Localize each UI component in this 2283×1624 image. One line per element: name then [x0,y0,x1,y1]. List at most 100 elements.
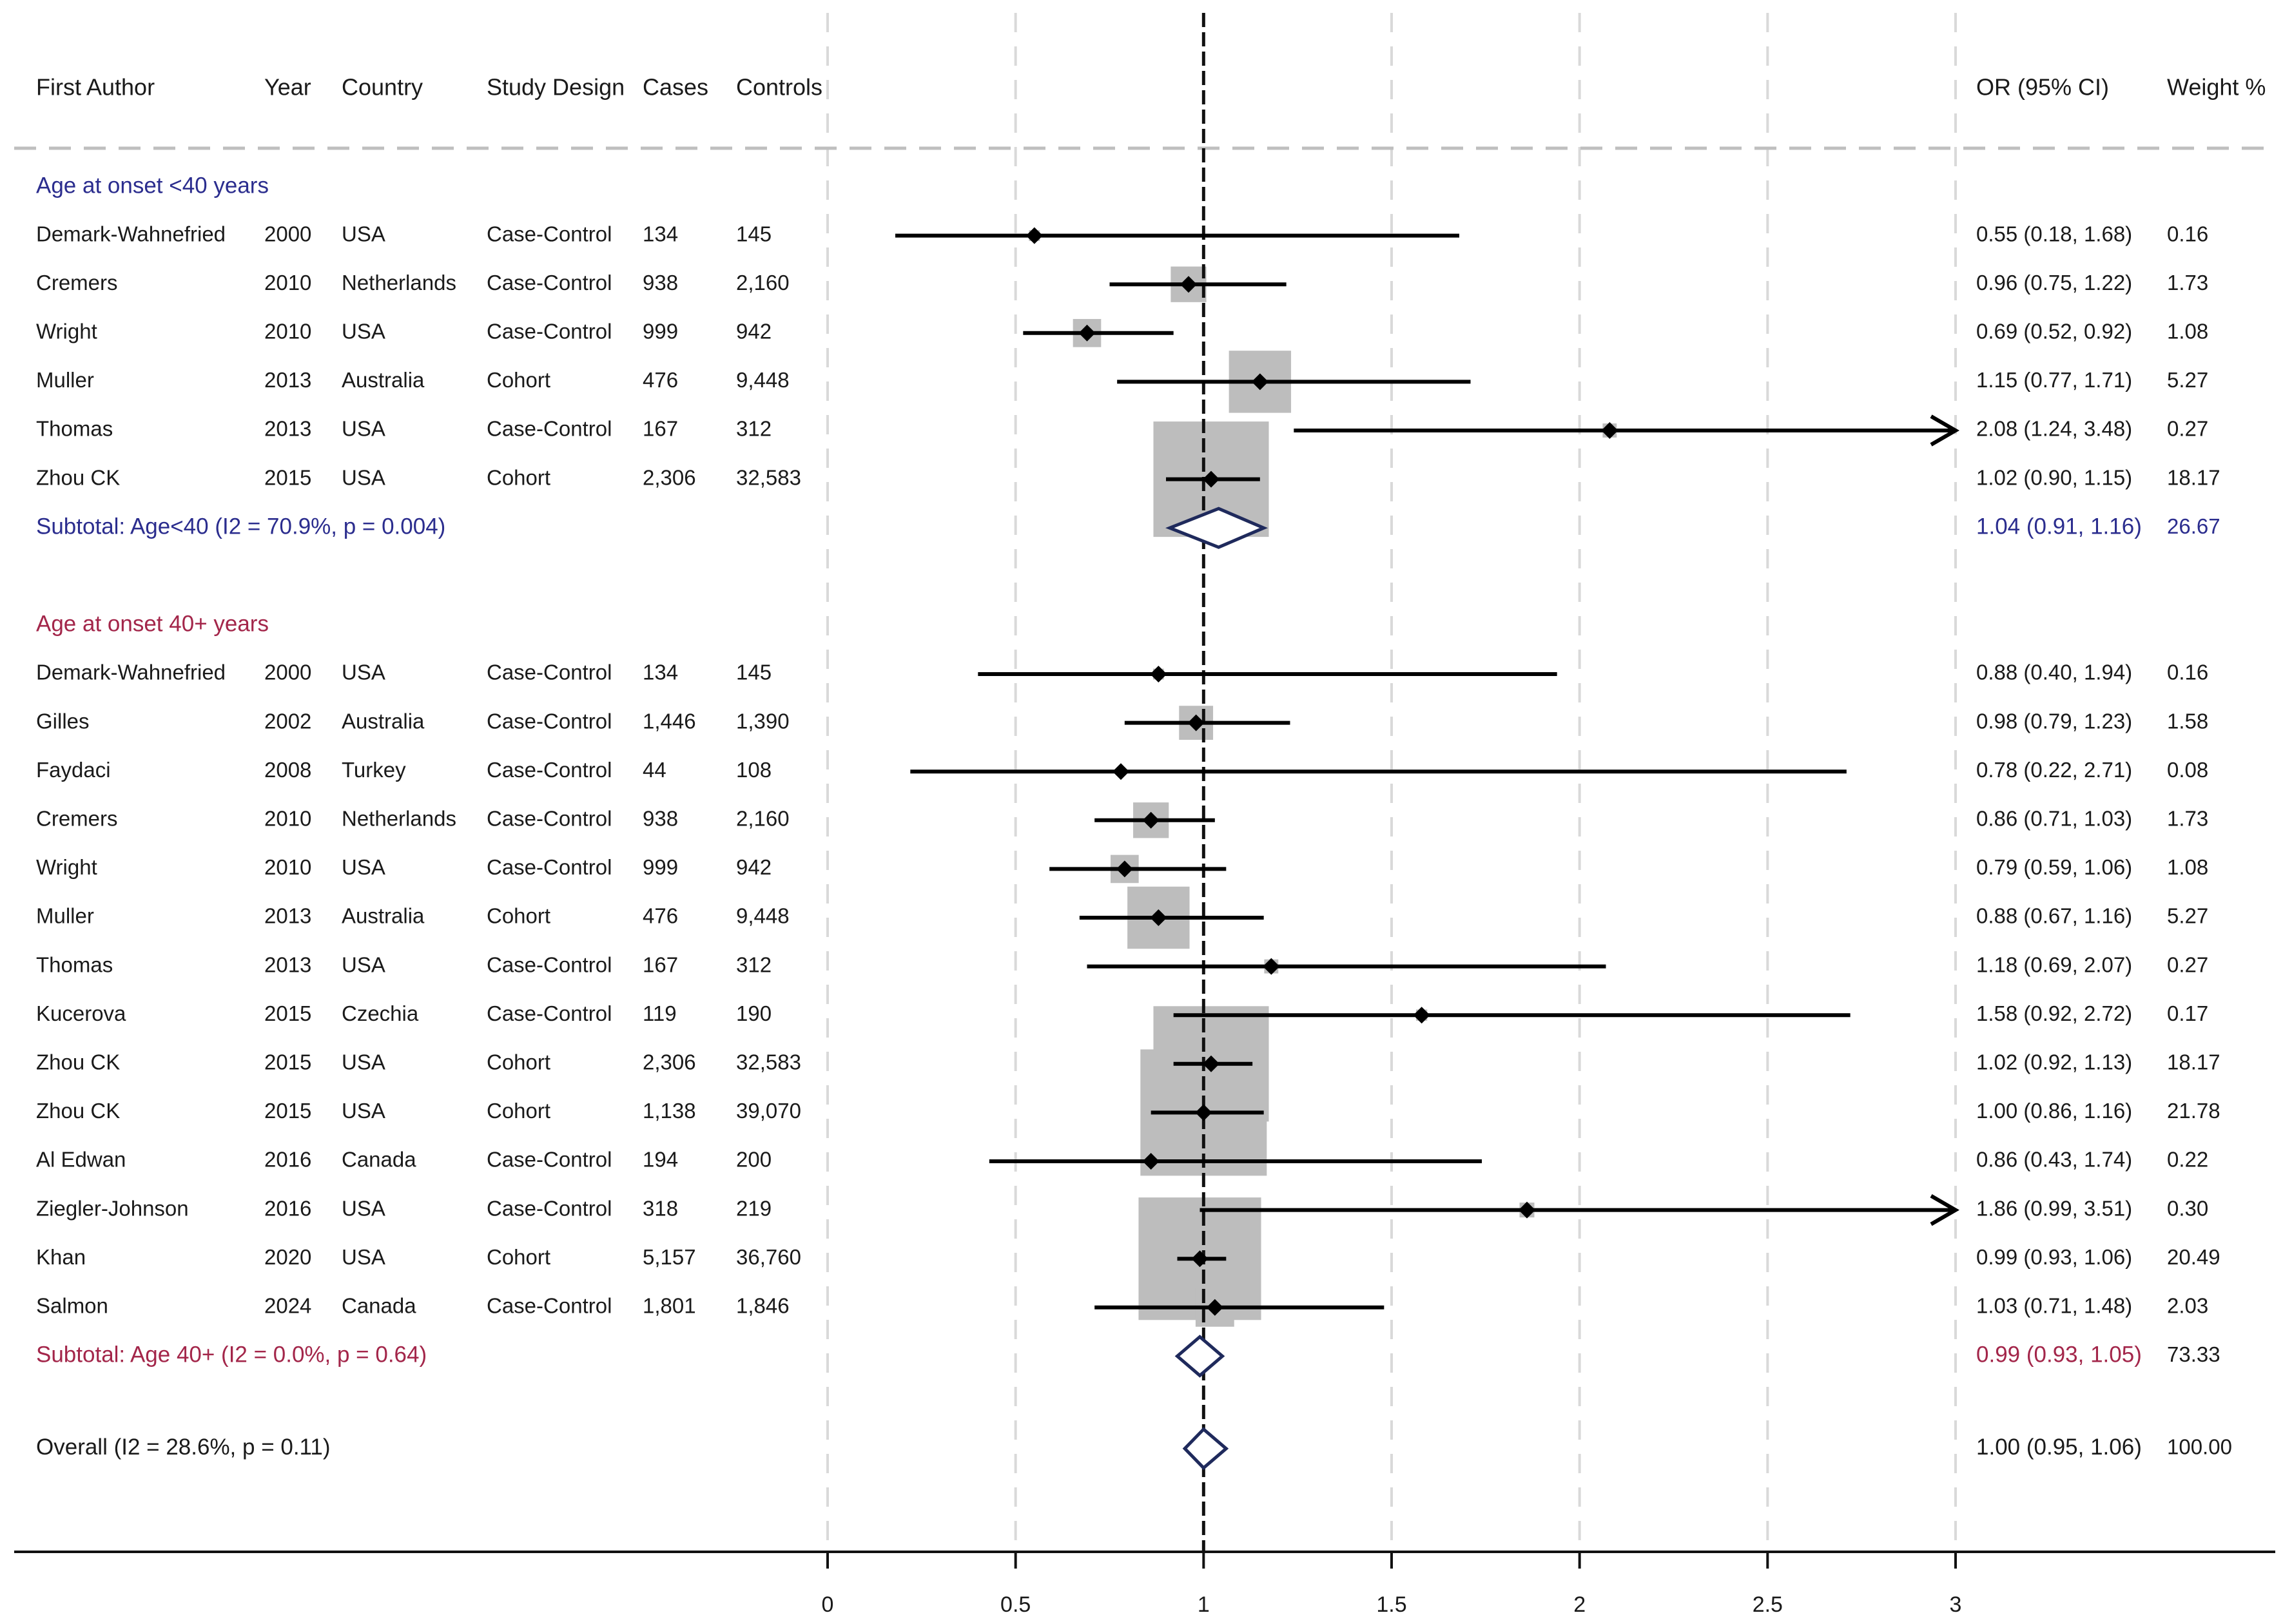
study-author: Wright [36,855,97,879]
study-cases: 999 [643,855,678,879]
study-country: Australia [342,904,425,928]
study-cases: 134 [643,222,678,246]
subtotal-or-ci: 1.04 (0.91, 1.16) [1976,514,2142,539]
study-year: 2015 [264,465,311,489]
study-author: Zhou CK [36,1050,120,1074]
study-year: 2010 [264,855,311,879]
study-row: Ziegler-Johnson 2016 USA Case-Control 318 219… [36,1196,2208,1220]
point-estimate [1519,1201,1535,1219]
study-country: USA [342,417,385,441]
study-year: 2013 [264,952,311,976]
study-weight: 0.27 [2167,952,2208,976]
study-controls: 200 [736,1148,772,1172]
study-author: Zhou CK [36,1099,120,1123]
study-row: Wright 2010 USA Case-Control 999 942 0.79 (0.5… [36,855,2208,879]
study-controls: 36,760 [736,1245,801,1269]
point-estimate [1203,470,1219,488]
study-design: Case-Control [487,855,612,879]
study-or-ci: 1.58 (0.92, 2.72) [1976,1001,2132,1025]
study-year: 2013 [264,417,311,441]
subtotal-weight: 26.67 [2167,514,2220,538]
study-cases: 1,801 [643,1294,696,1318]
study-cases: 476 [643,368,678,392]
study-weight: 1.08 [2167,855,2208,879]
study-country: USA [342,1099,385,1123]
study-country: Netherlands [342,271,456,295]
x-tick-label: 1.5 [1376,1592,1406,1617]
study-or-ci: 2.08 (1.24, 3.48) [1976,417,2132,441]
study-controls: 2,160 [736,807,790,831]
study-controls: 9,448 [736,368,790,392]
subtotal-diamond [1174,1335,1225,1378]
study-or-ci: 1.00 (0.86, 1.16) [1976,1099,2132,1123]
study-cases: 1,446 [643,709,696,733]
study-row: Cremers 2010 Netherlands Case-Control 938 2,1… [36,271,2208,295]
study-design: Case-Control [487,1196,612,1220]
study-author: Wright [36,320,97,343]
study-design: Cohort [487,1099,550,1123]
study-controls: 9,448 [736,904,790,928]
study-country: Czechia [342,1001,419,1025]
study-controls: 219 [736,1196,772,1220]
study-cases: 44 [643,758,666,782]
study-author: Zhou CK [36,465,120,489]
study-country: USA [342,1245,385,1269]
header-study-design: Study Design [487,74,625,101]
study-cases: 476 [643,904,678,928]
point-estimate [1142,811,1160,829]
study-row: Zhou CK 2015 USA Cohort 1,138 39,070 1.00 (0.8… [36,1099,2220,1123]
subtotal-label: Subtotal: Age 40+ (I2 = 0.0%, p = 0.64) [36,1342,427,1368]
study-weight: 2.03 [2167,1294,2208,1318]
study-country: Netherlands [342,807,456,831]
study-weight: 1.08 [2167,320,2208,343]
study-cases: 1,138 [643,1099,696,1123]
study-weight: 0.16 [2167,661,2208,684]
study-author: Muller [36,368,94,392]
study-design: Cohort [487,368,550,392]
study-year: 2016 [264,1196,311,1220]
study-controls: 312 [736,952,772,976]
study-row: Thomas 2013 USA Case-Control 167 312 2.08 (1.2… [36,417,2208,441]
study-weight: 0.16 [2167,222,2208,246]
study-country: USA [342,1050,385,1074]
point-estimate [1195,1104,1212,1121]
header-year: Year [264,74,311,101]
study-weight: 5.27 [2167,904,2208,928]
study-design: Case-Control [487,271,612,295]
subtotal-or-ci: 0.99 (0.93, 1.05) [1976,1342,2142,1368]
point-estimate [1142,1153,1160,1170]
point-estimate [1601,422,1618,439]
study-author: Demark-Wahnefried [36,222,226,246]
study-cases: 2,306 [643,1050,696,1074]
study-controls: 2,160 [736,271,790,295]
study-design: Case-Control [487,1294,612,1318]
study-country: USA [342,1196,385,1220]
study-year: 2010 [264,807,311,831]
study-or-ci: 0.88 (0.67, 1.16) [1976,904,2132,928]
study-cases: 194 [643,1148,678,1172]
ci-arrow [1930,414,1959,447]
point-estimate [1203,1055,1219,1072]
group-label: Age at onset 40+ years [36,612,269,637]
study-row: Al Edwan 2016 Canada Case-Control 194 200 0.86… [36,1148,2208,1172]
study-year: 2010 [264,320,311,343]
study-year: 2008 [264,758,311,782]
study-row: Kucerova 2015 Czechia Case-Control 119 190 1.5… [36,1001,2208,1025]
study-or-ci: 0.78 (0.22, 2.71) [1976,758,2132,782]
overall-weight: 100.00 [2167,1435,2232,1459]
study-controls: 39,070 [736,1099,801,1123]
study-row: Khan 2020 USA Cohort 5,157 36,760 0.99 (0.93, … [36,1245,2220,1269]
column-headers: First Author Year Country Study Design Cases… [36,74,2266,101]
point-estimate [1078,324,1096,342]
study-row: Gilles 2002 Australia Case-Control 1,446 1,39… [36,709,2208,733]
point-estimate [1150,909,1167,926]
study-country: USA [342,855,385,879]
header-first-author: First Author [36,74,155,101]
x-tick-label: 2 [1573,1592,1586,1617]
study-design: Case-Control [487,807,612,831]
study-or-ci: 0.79 (0.59, 1.06) [1976,855,2132,879]
study-row: Muller 2013 Australia Cohort 476 9,448 0.88 (0… [36,904,2208,928]
point-estimate [1187,714,1205,731]
study-year: 2024 [264,1294,311,1318]
x-tick-label: 3 [1950,1592,1962,1617]
